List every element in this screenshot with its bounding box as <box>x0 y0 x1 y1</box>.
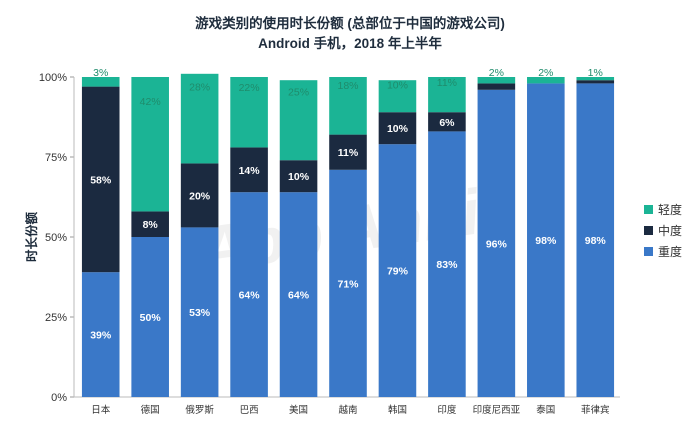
data-label-印度尼西亚-重度: 96% <box>486 238 508 250</box>
bar-segment-印度-中度 <box>428 112 466 132</box>
x-category-label: 美国 <box>289 404 308 416</box>
x-category-label: 泰国 <box>536 404 555 416</box>
bar-segment-泰国-重度 <box>527 83 565 398</box>
bar-segment-越南-轻度 <box>329 77 367 135</box>
data-label-泰国-轻度: 2% <box>538 67 553 79</box>
x-category-label: 印度 <box>437 404 457 416</box>
legend-swatch-中度 <box>644 226 653 235</box>
data-label-巴西-中度: 14% <box>239 165 261 177</box>
data-label-俄罗斯-轻度: 28% <box>189 81 210 93</box>
bar-segment-德国-轻度 <box>131 77 169 212</box>
data-label-越南-重度: 71% <box>337 278 359 290</box>
data-label-印度-重度: 83% <box>436 259 458 271</box>
bar-segment-印度-重度 <box>428 131 466 397</box>
legend-label-重度: 重度 <box>658 244 682 259</box>
bar-segment-印度尼西亚-轻度 <box>477 77 516 84</box>
bar-segment-韩国-轻度 <box>378 80 417 113</box>
x-category-label: 菲律宾 <box>581 404 610 416</box>
data-label-印度尼西亚-轻度: 2% <box>489 67 504 79</box>
data-label-菲律宾-轻度: 1% <box>588 67 603 79</box>
legend-label-轻度: 轻度 <box>658 202 682 217</box>
x-category-label: 印度尼西亚 <box>473 404 521 416</box>
bar-segment-菲律宾-轻度 <box>576 77 615 81</box>
bar-segment-韩国-重度 <box>378 144 417 397</box>
bar-segment-日本-中度 <box>81 86 120 273</box>
data-label-美国-轻度: 25% <box>288 86 309 98</box>
bar-segment-巴西-中度 <box>230 147 268 193</box>
y-tick-label: 50% <box>45 232 67 244</box>
data-label-巴西-轻度: 22% <box>239 82 260 94</box>
data-label-越南-中度: 11% <box>338 147 359 159</box>
chart-subtitle: Android 手机，2018 年上半年 <box>258 36 442 51</box>
x-category-label: 日本 <box>91 404 111 416</box>
bar-segment-俄罗斯-中度 <box>180 163 219 228</box>
y-tick-label: 75% <box>45 152 67 164</box>
legend-label-中度: 中度 <box>658 223 682 238</box>
data-label-美国-中度: 10% <box>288 171 310 183</box>
y-tick-label: 100% <box>39 72 67 84</box>
bar-segment-韩国-中度 <box>378 112 417 145</box>
data-label-日本-轻度: 3% <box>93 67 108 79</box>
data-label-印度-中度: 6% <box>439 117 455 129</box>
x-category-label: 俄罗斯 <box>185 404 214 416</box>
data-label-印度-轻度: 11% <box>437 77 457 89</box>
data-label-德国-中度: 8% <box>143 219 159 231</box>
x-category-label: 韩国 <box>388 404 407 416</box>
data-label-越南-轻度: 18% <box>337 80 358 92</box>
data-label-德国-重度: 50% <box>140 312 162 324</box>
data-label-俄罗斯-中度: 20% <box>189 190 211 202</box>
y-tick-label: 0% <box>51 392 67 404</box>
bar-segment-巴西-轻度 <box>230 77 268 148</box>
data-label-俄罗斯-重度: 53% <box>189 307 211 319</box>
x-category-label: 德国 <box>141 404 160 416</box>
data-label-韩国-中度: 10% <box>387 123 409 135</box>
y-axis-title: 时长份额 <box>24 212 39 263</box>
x-category-label: 越南 <box>338 404 357 416</box>
data-label-德国-轻度: 42% <box>140 96 161 108</box>
bar-segment-美国-中度 <box>279 160 318 193</box>
bar-segment-日本-轻度 <box>81 77 120 87</box>
data-label-泰国-重度: 98% <box>535 235 557 247</box>
data-label-巴西-重度: 64% <box>239 290 261 302</box>
bar-segment-印度尼西亚-中度 <box>477 83 516 90</box>
chart-title: 游戏类别的使用时长份额 (总部位于中国的游戏公司) <box>195 16 505 31</box>
bar-segment-泰国-轻度 <box>527 77 565 84</box>
bar-segment-菲律宾-重度 <box>576 83 615 398</box>
data-label-美国-重度: 64% <box>288 290 310 302</box>
bar-segment-日本-重度 <box>81 272 120 397</box>
bar-segment-美国-轻度 <box>279 80 318 161</box>
bar-segment-巴西-重度 <box>230 192 268 397</box>
x-category-label: 巴西 <box>240 405 259 416</box>
bar-segment-美国-重度 <box>279 192 318 397</box>
data-label-韩国-重度: 79% <box>387 266 409 278</box>
data-label-日本-重度: 39% <box>90 330 112 342</box>
data-label-韩国-轻度: 10% <box>387 80 408 92</box>
bar-segment-俄罗斯-轻度 <box>180 73 219 164</box>
data-label-日本-中度: 58% <box>90 174 112 186</box>
y-tick-label: 25% <box>45 312 67 324</box>
bar-segment-俄罗斯-重度 <box>180 227 219 397</box>
legend-swatch-轻度 <box>644 205 653 214</box>
bar-segment-越南-中度 <box>329 134 367 170</box>
bar-segment-德国-中度 <box>131 211 169 237</box>
legend-swatch-重度 <box>644 247 653 256</box>
data-label-菲律宾-重度: 98% <box>585 235 607 247</box>
bar-segment-印度尼西亚-重度 <box>477 89 516 398</box>
bar-segment-菲律宾-中度 <box>576 80 615 84</box>
bar-segment-越南-重度 <box>329 169 367 397</box>
bar-segment-德国-重度 <box>131 237 169 397</box>
bar-segment-印度-轻度 <box>428 77 466 113</box>
